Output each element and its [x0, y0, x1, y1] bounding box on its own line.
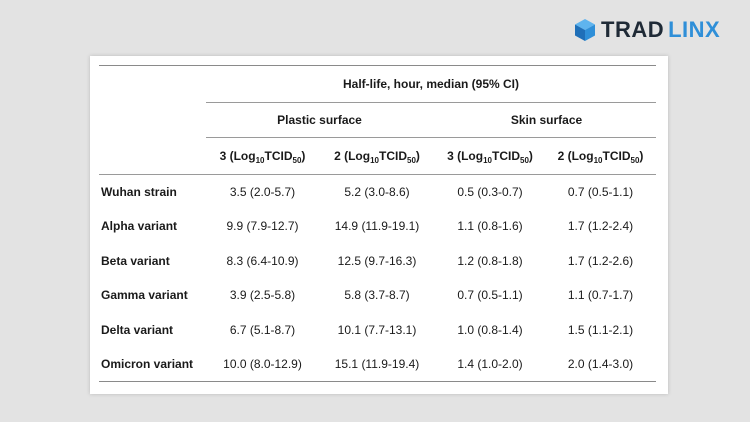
super-header: Half-life, hour, median (95% CI): [206, 65, 656, 103]
table-row: Omicron variant 10.0 (8.0-12.9) 15.1 (11…: [99, 347, 656, 382]
subheader-sub: 50: [292, 156, 302, 165]
table-row: Beta variant 8.3 (6.4-10.9) 12.5 (9.7-16…: [99, 244, 656, 279]
subheader-mid: TCID: [264, 149, 293, 163]
subheader-suffix: ): [301, 149, 306, 163]
subheader-sub: 10: [255, 156, 265, 165]
table-cell: 15.1 (11.9-19.4): [319, 347, 435, 382]
subheader-cell: 3 (Log10TCID50): [206, 137, 319, 175]
subheader-mid: TCID: [492, 149, 520, 163]
table-cell: 8.3 (6.4-10.9): [226, 253, 299, 268]
group-header-row: Plastic surface Skin surface: [99, 102, 656, 138]
table-cell: 5.2 (3.0-8.6): [344, 185, 410, 199]
table-row: Alpha variant 9.9 (7.9-12.7) 14.9 (11.9-…: [99, 209, 656, 244]
subheader-sub: 50: [520, 156, 529, 165]
table-cell: 2.0 (1.4-3.0): [545, 347, 656, 382]
table-cell: 0.5 (0.3-0.7): [457, 185, 523, 199]
corner-cell: [99, 65, 206, 103]
subheader-sub: 50: [407, 156, 416, 165]
super-header-row: Half-life, hour, median (95% CI): [99, 65, 656, 103]
table-row: Gamma variant 3.9 (2.5-5.8) 5.8 (3.7-8.7…: [99, 278, 656, 313]
table-cell: 1.1 (0.7-1.7): [567, 288, 634, 303]
tradlinx-logo: TRAD LINX: [574, 18, 720, 42]
table-cell: 0.7 (0.5-1.1): [567, 185, 634, 199]
table-cell: 14.9 (11.9-19.1): [334, 219, 420, 234]
subheader-prefix: 2 (Log: [557, 149, 594, 163]
subheader-cell: 3 (Log10TCID50): [435, 137, 545, 175]
row-label: Delta variant: [101, 322, 174, 337]
logo-text-linx: LINX: [668, 17, 721, 42]
subheader-row: 3 (Log10TCID50) 2 (Log10TCID50) 3 (Log10…: [99, 137, 656, 175]
logo-text-trad: TRAD: [601, 17, 665, 42]
subheader-suffix: ): [415, 149, 420, 163]
row-label: Omicron variant: [99, 347, 206, 382]
subheader-mid: TCID: [379, 149, 407, 163]
table-card: Half-life, hour, median (95% CI) Plastic…: [90, 56, 668, 394]
row-label: Beta variant: [101, 253, 170, 268]
subheader-prefix: 3 (Log: [447, 149, 484, 163]
subheader-cell: 2 (Log10TCID50): [545, 137, 656, 175]
table-cell: 9.9 (7.9-12.7): [226, 219, 299, 234]
subheader-sub: 10: [483, 156, 492, 165]
subheader-prefix: 2 (Log: [334, 149, 371, 163]
table-cell: 10.0 (8.0-12.9): [206, 347, 319, 382]
subheader-sub: 10: [370, 156, 379, 165]
table-cell: 10.1 (7.7-13.1): [337, 322, 417, 337]
subheader-prefix: 3 (Log: [219, 149, 256, 163]
subheader-suffix: ): [528, 149, 533, 163]
table-cell: 1.1 (0.8-1.6): [457, 219, 523, 234]
table-cell: 0.7 (0.5-1.1): [457, 288, 523, 303]
table-cell: 12.5 (9.7-16.3): [337, 253, 417, 268]
subheader-cell: 2 (Log10TCID50): [319, 137, 435, 175]
half-life-table: Half-life, hour, median (95% CI) Plastic…: [99, 65, 656, 382]
row-label: Wuhan strain: [101, 185, 177, 199]
table-cell: 1.7 (1.2-2.6): [567, 253, 634, 268]
row-label: Gamma variant: [101, 288, 188, 303]
table-cell: 1.0 (0.8-1.4): [457, 322, 523, 337]
table-cell: 1.7 (1.2-2.4): [567, 219, 634, 234]
corner-cell: [99, 137, 206, 175]
table-cell: 1.2 (0.8-1.8): [457, 253, 523, 268]
subheader-sub: 10: [593, 156, 603, 165]
row-label: Alpha variant: [101, 219, 178, 234]
table-cell: 3.5 (2.0-5.7): [229, 185, 296, 199]
table-row: Wuhan strain 3.5 (2.0-5.7) 5.2 (3.0-8.6)…: [99, 175, 656, 210]
table-row: Delta variant 6.7 (5.1-8.7) 10.1 (7.7-13…: [99, 313, 656, 348]
corner-cell: [99, 103, 206, 138]
subheader-suffix: ): [639, 149, 644, 163]
table-cell: 3.9 (2.5-5.8): [229, 288, 296, 303]
table-cell: 5.8 (3.7-8.7): [344, 288, 410, 303]
cube-logo-icon: [575, 19, 595, 41]
logo-wordmark: TRAD LINX: [601, 19, 720, 41]
table-cell: 1.4 (1.0-2.0): [435, 347, 545, 382]
table-cell: 1.5 (1.1-2.1): [567, 322, 634, 337]
group-header-plastic: Plastic surface: [206, 102, 435, 138]
subheader-sub: 50: [630, 156, 640, 165]
group-header-skin: Skin surface: [435, 102, 656, 138]
subheader-mid: TCID: [602, 149, 631, 163]
table-cell: 6.7 (5.1-8.7): [229, 322, 296, 337]
